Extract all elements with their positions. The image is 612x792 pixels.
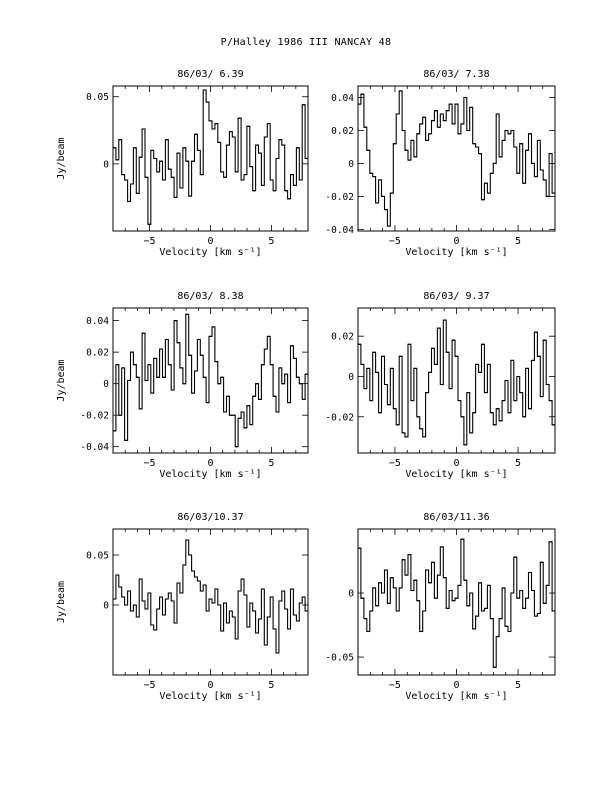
y-tick-label: -0.02 bbox=[325, 412, 354, 423]
y-axis-label: Jy/beam bbox=[56, 359, 67, 401]
x-axis-label: Velocity [km s⁻¹] bbox=[405, 469, 507, 480]
panel-title: 86/03/11.36 bbox=[423, 512, 489, 523]
spectrum-line bbox=[113, 89, 308, 225]
x-axis-label: Velocity [km s⁻¹] bbox=[405, 691, 507, 702]
x-tick-label: −5 bbox=[144, 236, 156, 247]
y-tick-label: -0.04 bbox=[325, 225, 354, 236]
x-axis-label: Velocity [km s⁻¹] bbox=[405, 247, 507, 258]
panel-title: 86/03/ 6.39 bbox=[177, 69, 243, 80]
x-tick-label: 5 bbox=[268, 236, 274, 247]
y-axis-label: Jy/beam bbox=[56, 581, 67, 623]
x-tick-label: −5 bbox=[144, 680, 156, 691]
y-tick-label: 0.02 bbox=[331, 126, 354, 137]
x-axis-label: Velocity [km s⁻¹] bbox=[159, 469, 261, 480]
y-tick-label: 0.05 bbox=[86, 92, 109, 103]
x-tick-label: 5 bbox=[515, 236, 521, 247]
y-tick-label: -0.04 bbox=[80, 442, 109, 453]
spectrum-line bbox=[113, 313, 308, 448]
x-tick-label: 0 bbox=[453, 458, 459, 469]
panel-title: 86/03/ 7.38 bbox=[423, 69, 489, 80]
panel-title: 86/03/ 9.37 bbox=[423, 291, 489, 302]
spectrum-panel-1: 86/03/ 6.39 −5 0 5 0 0.05 Velocity [km s⁻¹] Jy/… bbox=[56, 69, 309, 258]
x-tick-label: 5 bbox=[268, 680, 274, 691]
y-tick-label: -0.02 bbox=[325, 192, 354, 203]
spectrum-line bbox=[113, 539, 308, 654]
y-tick-label: 0.04 bbox=[331, 93, 354, 104]
x-tick-label: −5 bbox=[389, 236, 401, 247]
spectrum-panel-5: 86/03/10.37 −5 0 5 0 0.05 Velocity [km s⁻¹] Jy/… bbox=[56, 512, 309, 702]
y-tick-label: 0 bbox=[103, 379, 109, 390]
x-tick-label: 5 bbox=[515, 458, 521, 469]
y-tick-label: 0.02 bbox=[86, 348, 109, 359]
spectrum-panel-2: 86/03/ 7.38 −5 0 5 -0.04 -0.02 0 0.02 0.04 Veloci… bbox=[325, 69, 556, 258]
y-axis-label: Jy/beam bbox=[56, 137, 67, 179]
y-tick-label: 0.04 bbox=[86, 316, 109, 327]
y-tick-label: -0.02 bbox=[80, 411, 109, 422]
y-tick-label: 0.02 bbox=[331, 332, 354, 343]
page-title: P/Halley 1986 III NANCAY 48 bbox=[220, 37, 392, 48]
spectrum-panel-3: 86/03/ 8.38 −5 0 5 -0.04 -0.02 0 0.02 0.04 Veloci… bbox=[56, 291, 309, 480]
panel-title: 86/03/10.37 bbox=[177, 512, 243, 523]
x-tick-label: 0 bbox=[453, 236, 459, 247]
x-axis-label: Velocity [km s⁻¹] bbox=[159, 691, 261, 702]
y-tick-label: -0.05 bbox=[325, 653, 354, 664]
spectrum-line bbox=[358, 90, 555, 227]
x-tick-label: 0 bbox=[207, 458, 213, 469]
x-tick-label: −5 bbox=[144, 458, 156, 469]
x-tick-label: 5 bbox=[268, 458, 274, 469]
y-tick-label: 0 bbox=[103, 159, 109, 170]
spectrum-panel-4: 86/03/ 9.37 −5 0 5 -0.02 0 0.02 Velocity [km s⁻… bbox=[325, 291, 556, 480]
spectrum-line bbox=[358, 319, 555, 446]
y-tick-label: 0 bbox=[348, 159, 354, 170]
x-tick-label: 0 bbox=[207, 236, 213, 247]
y-tick-label: 0.05 bbox=[86, 551, 109, 562]
y-tick-label: 0 bbox=[348, 589, 354, 600]
x-tick-label: −5 bbox=[389, 458, 401, 469]
x-tick-label: 0 bbox=[453, 680, 459, 691]
x-tick-label: −5 bbox=[389, 680, 401, 691]
y-tick-label: 0 bbox=[348, 372, 354, 383]
panel-title: 86/03/ 8.38 bbox=[177, 291, 243, 302]
x-axis-label: Velocity [km s⁻¹] bbox=[159, 247, 261, 258]
x-tick-label: 5 bbox=[515, 680, 521, 691]
x-tick-label: 0 bbox=[207, 680, 213, 691]
y-tick-label: 0 bbox=[103, 601, 109, 612]
